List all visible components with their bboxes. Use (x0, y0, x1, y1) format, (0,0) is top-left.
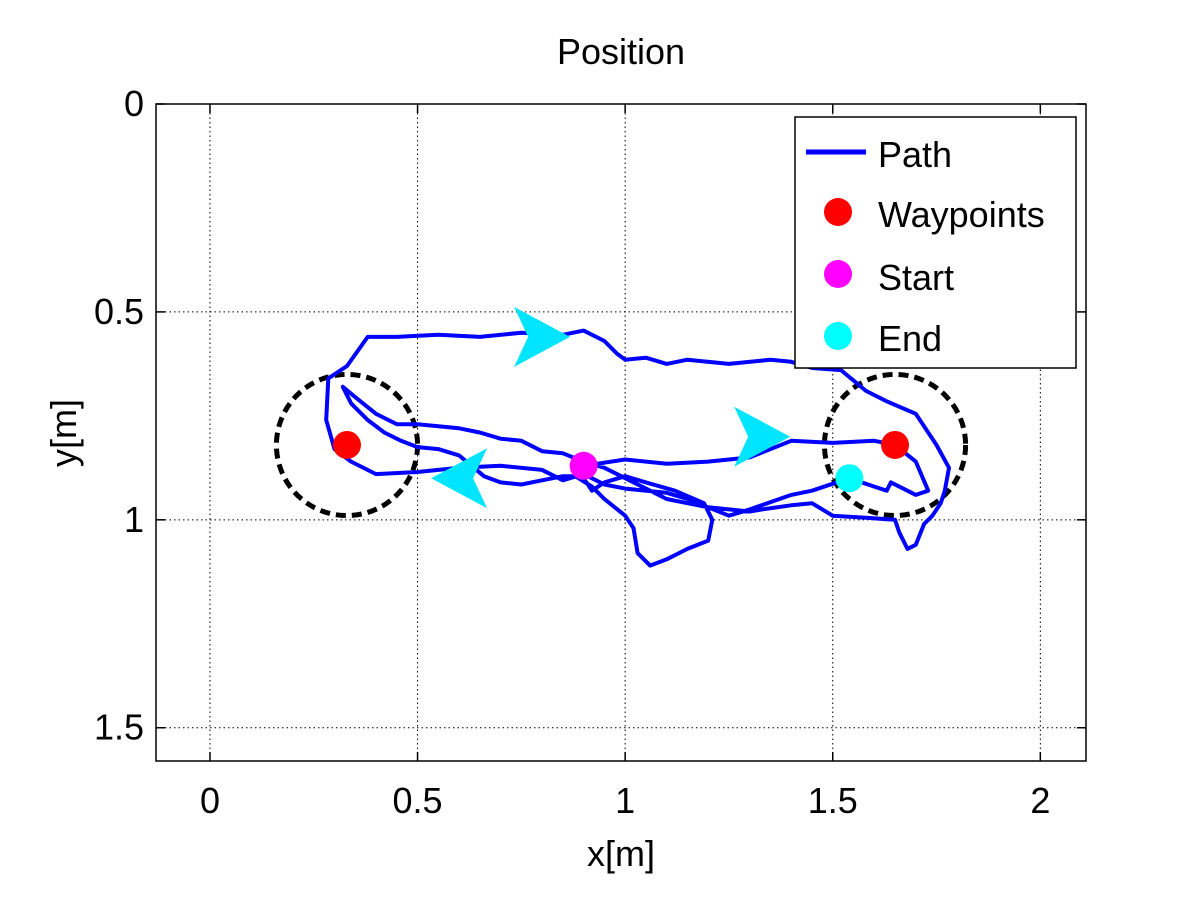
x-axis-label: x[m] (587, 833, 655, 874)
waypoint-marker (881, 430, 910, 459)
y-tick-label: 1.5 (94, 707, 144, 748)
x-tick-label: 2 (1030, 780, 1050, 821)
plot-frame (155, 103, 1087, 762)
y-axis-label: y[m] (43, 399, 84, 467)
x-tick-label: 1 (615, 780, 635, 821)
legend-start-label: Start (878, 257, 954, 298)
end-marker (835, 464, 864, 493)
waypoint-radius-circle (821, 371, 969, 519)
y-tick-label: 0.5 (94, 291, 144, 332)
x-tick-label: 0 (200, 780, 220, 821)
waypoint-marker (332, 430, 361, 459)
legend-start-swatch (824, 260, 852, 288)
y-tick-label: 0 (124, 83, 144, 124)
x-tick-label: 1.5 (808, 780, 858, 821)
start-marker (569, 451, 598, 480)
path-line (324, 328, 951, 568)
legend: Path Waypoints Start End (794, 116, 1077, 369)
direction-arrows (431, 306, 791, 509)
direction-arrow (431, 448, 488, 509)
chart-title: Position (557, 31, 685, 72)
point-markers (332, 430, 910, 493)
direction-arrow (514, 306, 571, 367)
x-tick-label: 0.5 (393, 780, 443, 821)
legend-end-label: End (878, 318, 942, 359)
legend-path-label: Path (878, 134, 952, 175)
y-tick-label: 1 (124, 499, 144, 540)
axis-ticks: 0 0.5 1 1.5 2 0 0.5 1 1.5 (94, 83, 1086, 821)
legend-end-swatch (824, 322, 852, 350)
legend-waypoints-label: Waypoints (878, 194, 1045, 235)
direction-arrow (734, 406, 791, 467)
legend-waypoints-swatch (824, 198, 852, 226)
path-series (324, 328, 951, 568)
